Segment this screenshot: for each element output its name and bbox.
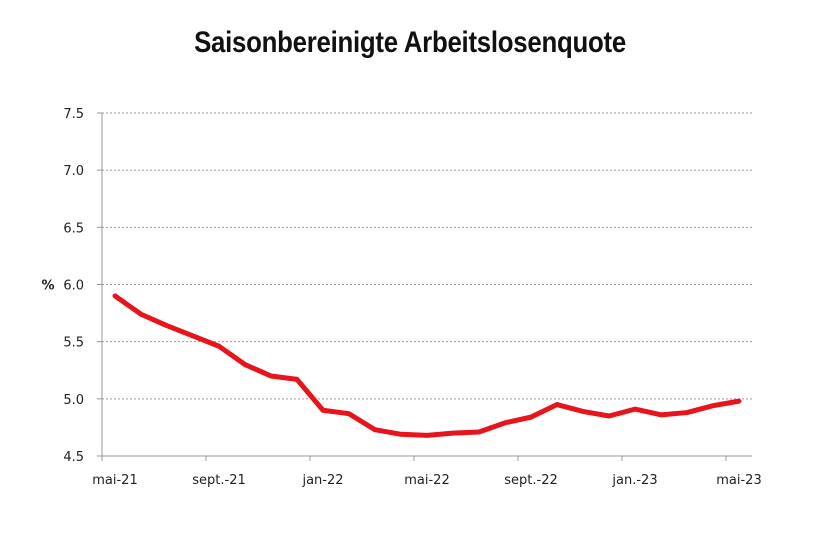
y-tick-label: 6.5	[63, 221, 84, 236]
y-tick-label: 4.5	[63, 450, 84, 465]
y-tick-label: 5.0	[63, 393, 84, 408]
x-tick-label: jan-22	[301, 473, 343, 488]
x-tick-label: mai-22	[404, 473, 449, 488]
chart-title: Saisonbereinigte Arbeitslosenquote	[194, 26, 626, 59]
y-tick-label: 6.0	[63, 279, 84, 294]
series-line	[112, 293, 742, 438]
y-tick-label: 7.5	[63, 107, 84, 122]
y-tick-label: 7.0	[63, 164, 84, 179]
x-tick-label: mai-21	[92, 473, 137, 488]
x-tick-label: sept.-21	[192, 473, 246, 488]
x-tick-label: jan.-23	[611, 473, 657, 488]
x-tick-label: mai-23	[716, 473, 761, 488]
x-tick-label: sept.-22	[504, 473, 558, 488]
y-tick-label: 5.5	[63, 336, 84, 351]
y-axis-label: %	[41, 279, 54, 294]
